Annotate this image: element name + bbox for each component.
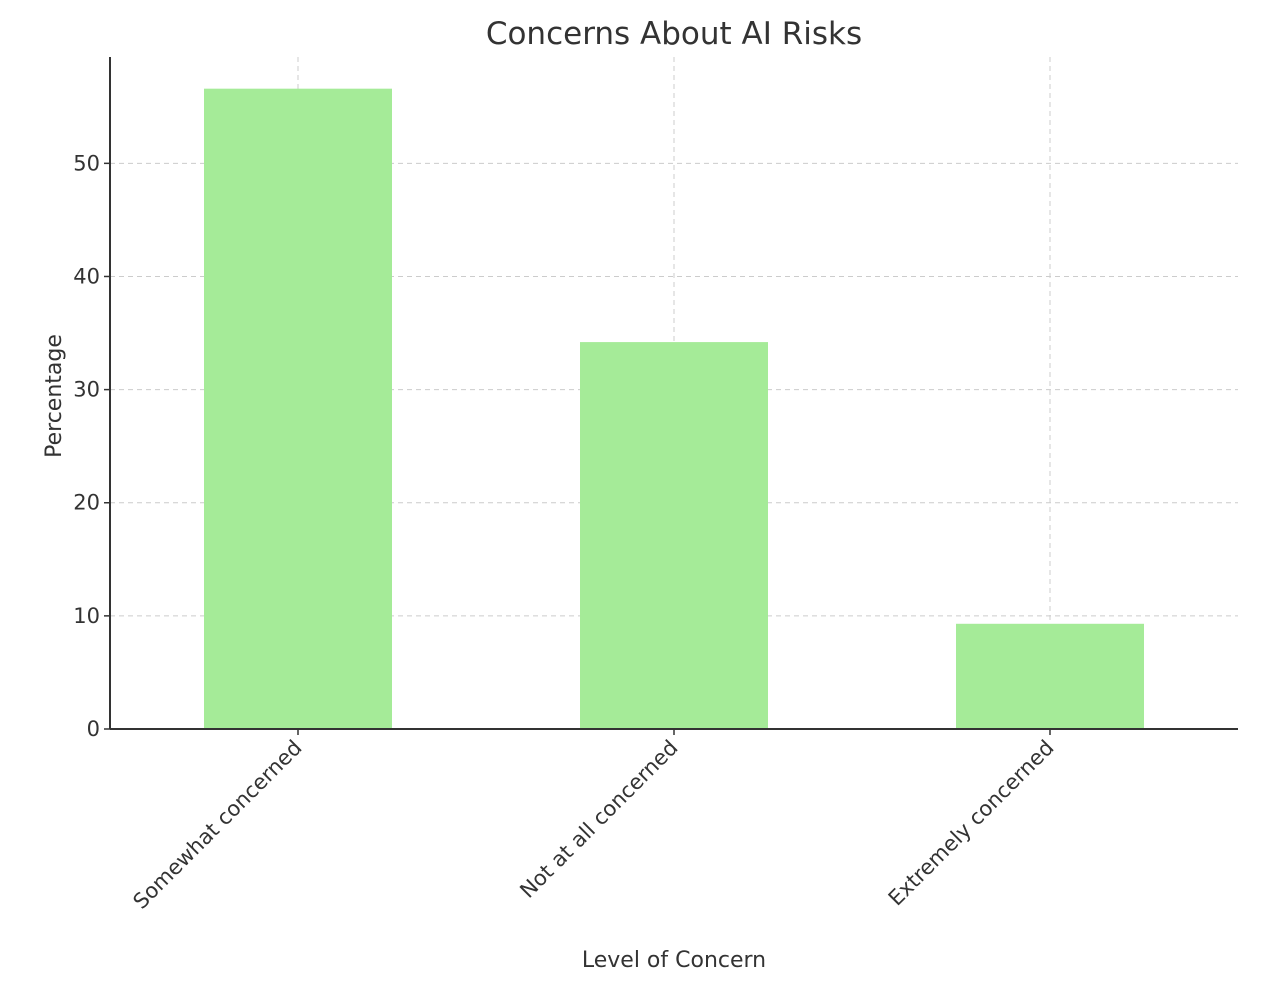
y-tick-label: 10 — [73, 604, 100, 628]
y-tick-label: 0 — [87, 717, 100, 741]
y-tick-label: 50 — [73, 151, 100, 175]
bars-layer — [204, 88, 1144, 730]
x-tick-label: Not at all concerned — [515, 736, 682, 903]
x-axis-label: Level of Concern — [582, 948, 766, 973]
y-tick-label: 20 — [73, 491, 100, 515]
bar — [956, 623, 1144, 729]
y-tick-label: 40 — [73, 264, 100, 288]
y-axis-label: Percentage — [42, 334, 67, 458]
chart-title: Concerns About AI Risks — [486, 16, 862, 52]
x-tick-label: Extremely concerned — [884, 736, 1059, 911]
bar — [580, 342, 768, 729]
y-tick-label: 30 — [73, 378, 100, 402]
bar — [204, 88, 392, 730]
x-tick-label: Somewhat concerned — [128, 736, 306, 914]
